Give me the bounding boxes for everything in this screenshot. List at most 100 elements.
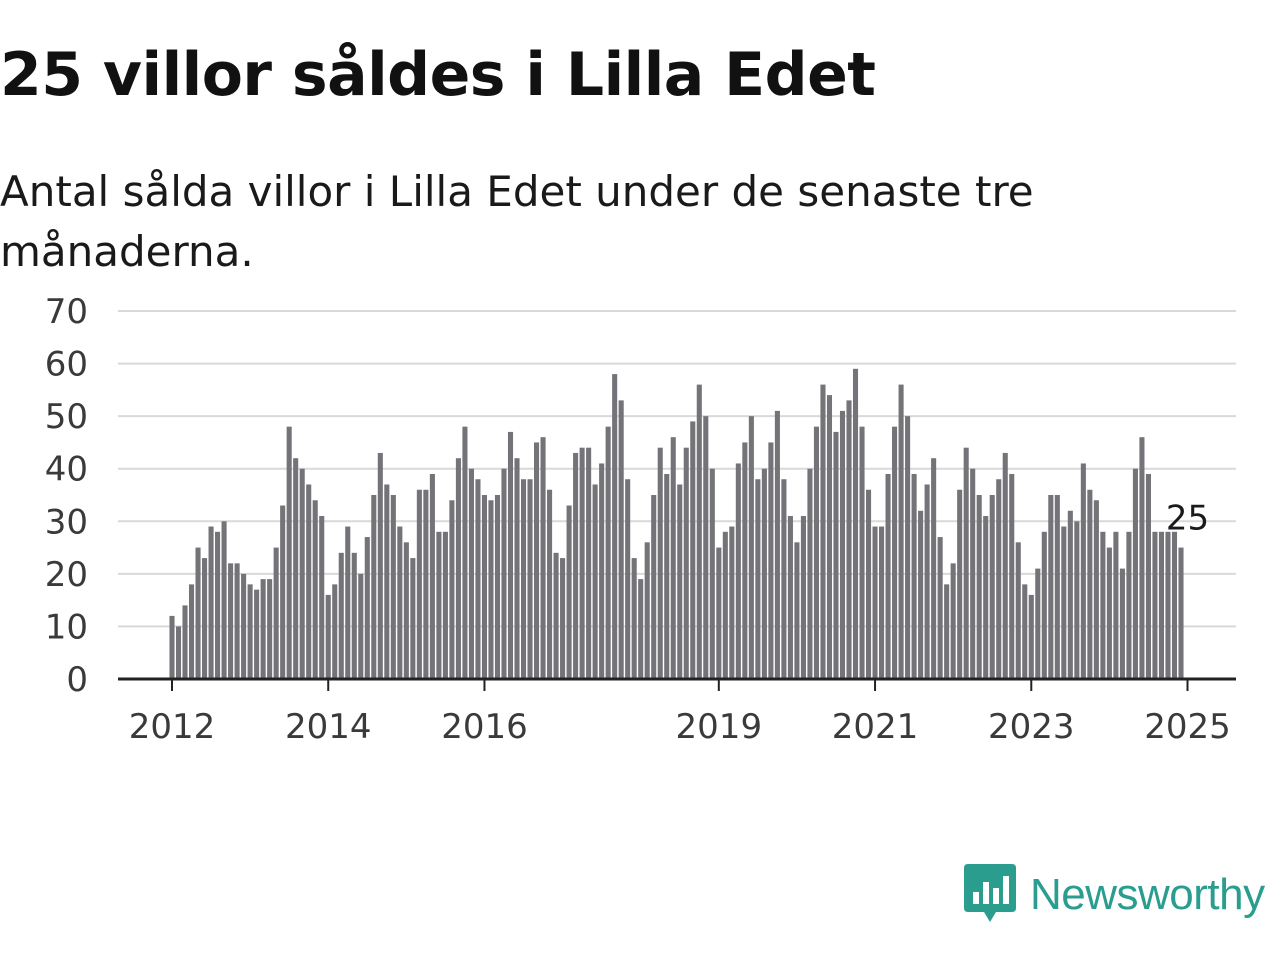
bar <box>1119 568 1125 679</box>
bar <box>774 410 780 679</box>
bar <box>651 495 657 679</box>
bar <box>1165 531 1171 679</box>
y-tick-label: 0 <box>66 660 88 700</box>
bar <box>299 468 305 679</box>
bar <box>690 421 696 679</box>
bar <box>254 589 260 679</box>
bar <box>1028 594 1034 679</box>
bar <box>996 479 1002 679</box>
y-tick-label: 70 <box>45 292 88 332</box>
bar <box>683 447 689 679</box>
bar <box>351 552 357 679</box>
bar <box>1009 473 1015 679</box>
bar <box>722 531 728 679</box>
bar <box>338 552 344 679</box>
bar <box>319 516 325 679</box>
bar <box>879 526 885 679</box>
bar <box>1126 531 1132 679</box>
bar <box>202 558 208 679</box>
bar <box>436 531 442 679</box>
bar <box>898 384 904 679</box>
bar <box>1152 531 1158 679</box>
bar <box>403 542 409 679</box>
bar <box>1093 500 1099 679</box>
bar <box>325 594 331 679</box>
bar <box>1074 521 1080 679</box>
bar <box>703 416 709 679</box>
bar <box>520 479 527 679</box>
bar <box>813 426 819 679</box>
chart-subtitle: Antal sålda villor i Lilla Edet under de… <box>0 167 1034 276</box>
bar <box>494 495 501 679</box>
bar <box>1145 473 1151 679</box>
bar <box>950 563 956 679</box>
bar <box>286 426 292 679</box>
bar <box>839 410 846 679</box>
bar <box>599 463 605 679</box>
bar <box>892 426 898 679</box>
bar <box>820 384 826 679</box>
bar <box>188 584 195 679</box>
bar <box>859 426 865 679</box>
y-tick-label: 10 <box>45 607 88 647</box>
bar <box>735 463 741 679</box>
bar <box>768 442 774 679</box>
bar <box>963 447 969 679</box>
bar <box>800 516 806 679</box>
bar <box>755 479 761 679</box>
bar <box>481 495 488 679</box>
bar <box>234 563 240 679</box>
bar <box>573 452 579 679</box>
bar <box>1054 495 1060 679</box>
bar <box>657 447 663 679</box>
x-tick-label: 2019 <box>676 707 763 747</box>
bar <box>1015 542 1021 679</box>
x-tick-label: 2012 <box>129 707 216 747</box>
bar <box>1002 452 1008 679</box>
bar <box>488 500 494 679</box>
bar <box>638 579 644 679</box>
bar <box>306 484 312 679</box>
bar <box>729 526 735 679</box>
bar <box>260 579 266 679</box>
bar <box>579 447 585 679</box>
bar <box>215 531 221 679</box>
highlight-value-label: 25 <box>1166 499 1209 539</box>
x-tick-label: 2016 <box>441 707 528 747</box>
bar <box>970 468 976 679</box>
bar <box>455 458 461 679</box>
y-tick-label: 20 <box>45 555 88 595</box>
bar <box>221 521 227 679</box>
bar <box>280 505 286 679</box>
bar <box>560 558 566 679</box>
bar <box>586 447 592 679</box>
bar <box>410 558 416 679</box>
bar <box>540 437 546 679</box>
bar <box>872 526 878 679</box>
y-tick-label: 50 <box>45 397 88 437</box>
bar <box>592 484 598 679</box>
bar <box>846 400 852 679</box>
bar <box>1035 568 1041 679</box>
bar <box>931 458 937 679</box>
bar <box>1080 463 1086 679</box>
x-tick-label: 2014 <box>285 707 372 747</box>
bar <box>748 416 754 679</box>
bar <box>514 458 520 679</box>
x-tick-label: 2021 <box>832 707 919 747</box>
bar <box>247 584 253 679</box>
bar <box>1022 584 1028 679</box>
bar-chart-speech-bubble-icon <box>964 864 1016 922</box>
bar <box>924 484 930 679</box>
bar <box>989 495 995 679</box>
bar <box>228 563 234 679</box>
bar <box>416 489 422 679</box>
bar <box>169 615 175 679</box>
bar <box>429 473 435 679</box>
bar <box>566 505 572 679</box>
bar <box>1087 489 1093 679</box>
bar <box>612 374 618 679</box>
bar <box>794 542 800 679</box>
brand-name: Newsworthy <box>1030 870 1265 919</box>
